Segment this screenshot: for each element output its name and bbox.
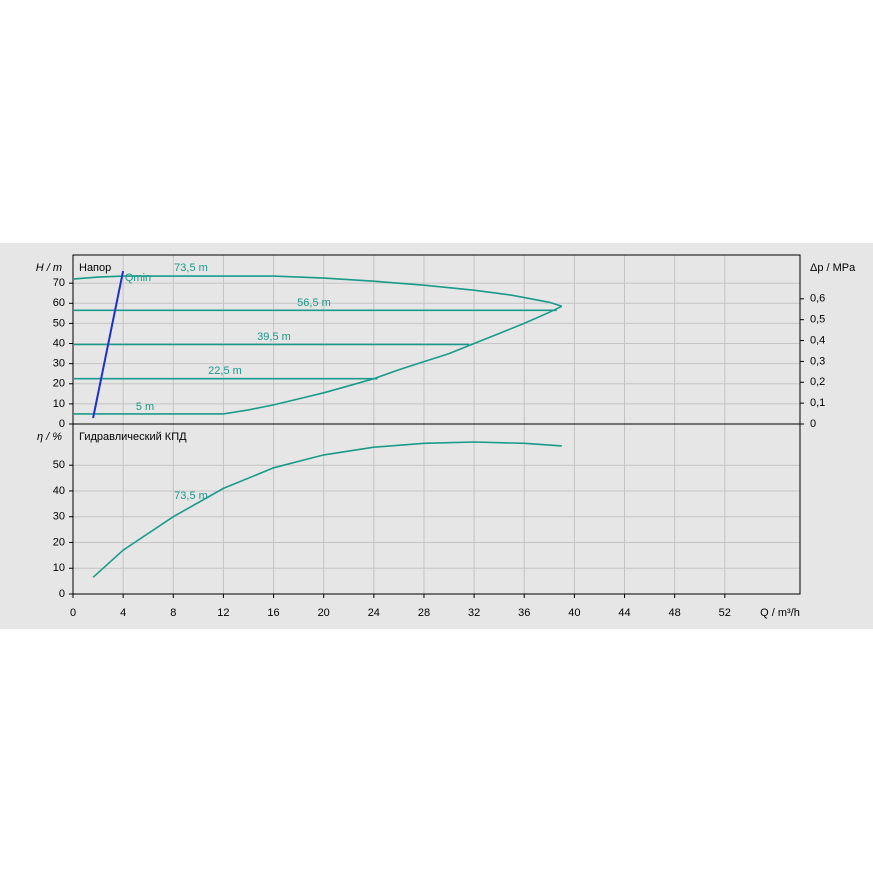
curve <box>92 441 562 578</box>
series-label: 56,5 m <box>297 297 331 309</box>
x-tick-label: 44 <box>618 607 630 619</box>
y-axis-label: H / m <box>36 262 62 274</box>
y-axis-label: η / % <box>37 431 62 443</box>
series-label: 73,5 m <box>174 262 208 274</box>
curve <box>73 305 563 415</box>
x-tick-label: 16 <box>267 607 279 619</box>
x-tick-label: 0 <box>70 607 76 619</box>
y-tick-label: 10 <box>53 562 65 574</box>
y2-tick-label: 0,2 <box>810 376 825 388</box>
x-tick-label: 28 <box>418 607 430 619</box>
y-tick-label: 10 <box>53 398 65 410</box>
plot-frame <box>72 423 801 595</box>
y-tick-label: 30 <box>53 511 65 523</box>
y-tick-label: 40 <box>53 337 65 349</box>
y2-tick-label: 0,4 <box>810 334 825 346</box>
x-tick-label: 12 <box>217 607 229 619</box>
x-tick-label: 36 <box>518 607 530 619</box>
panel-title: Гидравлический КПД <box>79 431 187 443</box>
y-tick-label: 0 <box>59 588 65 600</box>
y2-axis-label: Δp / MPa <box>810 262 856 274</box>
x-tick-label: 48 <box>669 607 681 619</box>
series-label: 22,5 m <box>208 365 242 377</box>
y-tick-label: 20 <box>53 536 65 548</box>
x-tick-label: 32 <box>468 607 480 619</box>
x-axis-label: Q / m³/h <box>760 607 800 619</box>
x-tick-label: 20 <box>318 607 330 619</box>
y-tick-label: 0 <box>59 418 65 430</box>
series-label: 73,5 m <box>174 490 208 502</box>
y2-tick-label: 0,6 <box>810 293 825 305</box>
x-tick-label: 52 <box>719 607 731 619</box>
x-tick-label: 8 <box>170 607 176 619</box>
y-tick-label: 70 <box>53 277 65 289</box>
y-tick-label: 40 <box>53 485 65 497</box>
y2-tick-label: 0,5 <box>810 314 825 326</box>
y-tick-label: 60 <box>53 297 65 309</box>
curve <box>92 270 125 419</box>
y2-tick-label: 0 <box>810 418 816 430</box>
series-label: Qmin <box>125 272 151 284</box>
y-tick-label: 30 <box>53 358 65 370</box>
plot-area <box>73 424 800 594</box>
plot-area <box>73 255 800 424</box>
y2-tick-label: 0,1 <box>810 397 825 409</box>
y2-tick-label: 0,3 <box>810 355 825 367</box>
y-tick-label: 50 <box>53 459 65 471</box>
y-tick-label: 20 <box>53 378 65 390</box>
y-tick-label: 50 <box>53 317 65 329</box>
x-tick-label: 40 <box>568 607 580 619</box>
panel-title: Напор <box>79 262 111 274</box>
x-tick-label: 24 <box>368 607 380 619</box>
x-tick-label: 4 <box>120 607 126 619</box>
series-label: 5 m <box>136 401 154 413</box>
series-label: 39,5 m <box>257 331 291 343</box>
curve <box>72 275 563 308</box>
